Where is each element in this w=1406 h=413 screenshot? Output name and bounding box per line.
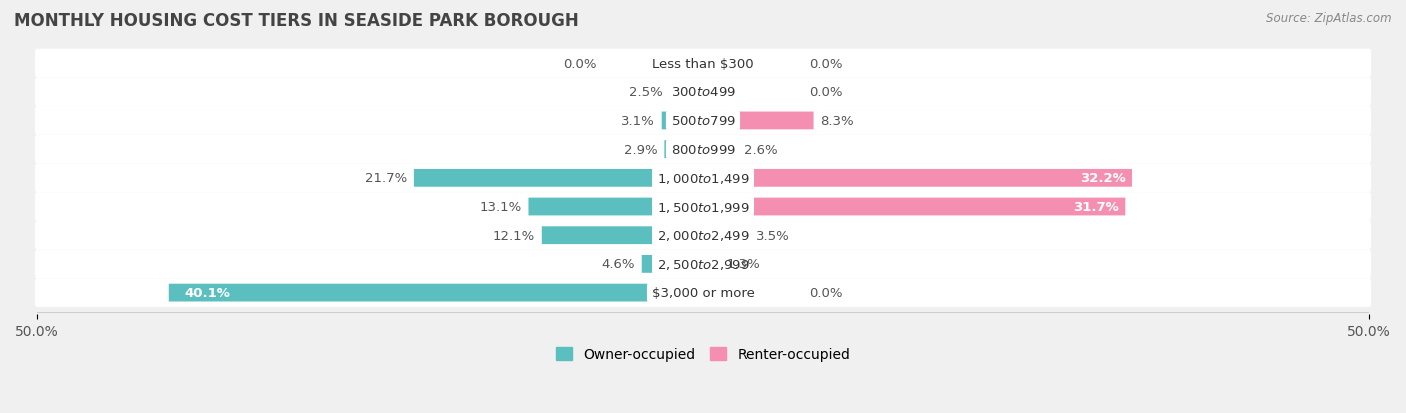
Text: 3.5%: 3.5% <box>756 229 790 242</box>
Text: 2.6%: 2.6% <box>744 143 778 156</box>
Text: 1.3%: 1.3% <box>727 258 761 271</box>
Text: $2,500 to $2,999: $2,500 to $2,999 <box>657 257 749 271</box>
Text: $3,000 or more: $3,000 or more <box>651 286 755 299</box>
FancyBboxPatch shape <box>35 107 1371 135</box>
Text: 0.0%: 0.0% <box>810 57 844 70</box>
FancyBboxPatch shape <box>669 84 703 102</box>
FancyBboxPatch shape <box>35 78 1371 107</box>
FancyBboxPatch shape <box>662 112 703 130</box>
Text: 8.3%: 8.3% <box>820 115 853 128</box>
FancyBboxPatch shape <box>35 50 1371 78</box>
FancyBboxPatch shape <box>35 250 1371 279</box>
FancyBboxPatch shape <box>665 141 703 159</box>
FancyBboxPatch shape <box>35 193 1371 221</box>
Text: 40.1%: 40.1% <box>184 286 231 299</box>
FancyBboxPatch shape <box>703 112 814 130</box>
Text: 13.1%: 13.1% <box>479 201 522 214</box>
FancyBboxPatch shape <box>413 169 703 187</box>
Text: MONTHLY HOUSING COST TIERS IN SEASIDE PARK BOROUGH: MONTHLY HOUSING COST TIERS IN SEASIDE PA… <box>14 12 579 30</box>
Text: $1,500 to $1,999: $1,500 to $1,999 <box>657 200 749 214</box>
Text: 2.9%: 2.9% <box>624 143 658 156</box>
FancyBboxPatch shape <box>541 227 703 244</box>
Text: 31.7%: 31.7% <box>1073 201 1119 214</box>
FancyBboxPatch shape <box>35 221 1371 250</box>
Text: $800 to $999: $800 to $999 <box>671 143 735 156</box>
FancyBboxPatch shape <box>35 164 1371 193</box>
Legend: Owner-occupied, Renter-occupied: Owner-occupied, Renter-occupied <box>550 342 856 367</box>
Text: 0.0%: 0.0% <box>810 86 844 99</box>
FancyBboxPatch shape <box>169 284 703 302</box>
FancyBboxPatch shape <box>703 198 1125 216</box>
Text: 0.0%: 0.0% <box>810 286 844 299</box>
FancyBboxPatch shape <box>35 279 1371 307</box>
Text: 3.1%: 3.1% <box>621 115 655 128</box>
FancyBboxPatch shape <box>703 227 749 244</box>
Text: Source: ZipAtlas.com: Source: ZipAtlas.com <box>1267 12 1392 25</box>
FancyBboxPatch shape <box>641 255 703 273</box>
FancyBboxPatch shape <box>703 169 1132 187</box>
Text: $300 to $499: $300 to $499 <box>671 86 735 99</box>
Text: 12.1%: 12.1% <box>494 229 536 242</box>
Text: 21.7%: 21.7% <box>366 172 408 185</box>
Text: $2,000 to $2,499: $2,000 to $2,499 <box>657 229 749 242</box>
Text: 4.6%: 4.6% <box>602 258 636 271</box>
Text: $500 to $799: $500 to $799 <box>671 115 735 128</box>
FancyBboxPatch shape <box>703 141 738 159</box>
Text: 32.2%: 32.2% <box>1080 172 1125 185</box>
FancyBboxPatch shape <box>529 198 703 216</box>
FancyBboxPatch shape <box>35 135 1371 164</box>
Text: $1,000 to $1,499: $1,000 to $1,499 <box>657 171 749 185</box>
Text: 0.0%: 0.0% <box>562 57 596 70</box>
Text: Less than $300: Less than $300 <box>652 57 754 70</box>
Text: 2.5%: 2.5% <box>630 86 664 99</box>
FancyBboxPatch shape <box>703 255 720 273</box>
